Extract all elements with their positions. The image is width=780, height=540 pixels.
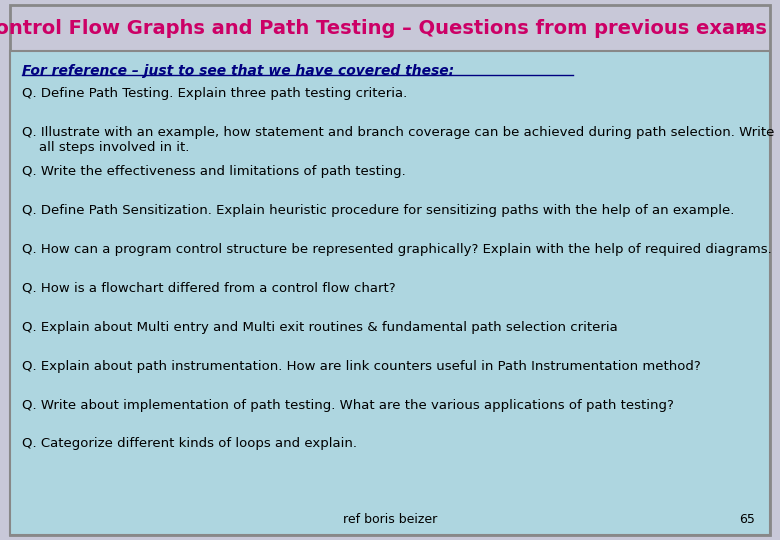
Text: ref boris beizer: ref boris beizer	[343, 513, 437, 526]
Text: Q. Categorize different kinds of loops and explain.: Q. Categorize different kinds of loops a…	[22, 437, 356, 450]
Text: Q. How is a flowchart differed from a control flow chart?: Q. How is a flowchart differed from a co…	[22, 282, 395, 295]
Text: U2: U2	[736, 22, 755, 35]
Text: For reference – just to see that we have covered these:: For reference – just to see that we have…	[22, 64, 454, 78]
Text: Q. Explain about Multi entry and Multi exit routines & fundamental path selectio: Q. Explain about Multi entry and Multi e…	[22, 321, 618, 334]
Text: 65: 65	[739, 513, 755, 526]
Text: Control Flow Graphs and Path Testing – Questions from previous exams: Control Flow Graphs and Path Testing – Q…	[0, 19, 768, 38]
Text: Q. Define Path Sensitization. Explain heuristic procedure for sensitizing paths : Q. Define Path Sensitization. Explain he…	[22, 204, 734, 217]
Text: Q. Write the effectiveness and limitations of path testing.: Q. Write the effectiveness and limitatio…	[22, 165, 406, 178]
Text: Q. Define Path Testing. Explain three path testing criteria.: Q. Define Path Testing. Explain three pa…	[22, 87, 407, 100]
Text: Q. Write about implementation of path testing. What are the various applications: Q. Write about implementation of path te…	[22, 399, 674, 411]
Text: Q. Illustrate with an example, how statement and branch coverage can be achieved: Q. Illustrate with an example, how state…	[22, 126, 775, 154]
Text: Q. How can a program control structure be represented graphically? Explain with : Q. How can a program control structure b…	[22, 243, 771, 256]
Text: Q. Explain about path instrumentation. How are link counters useful in Path Inst: Q. Explain about path instrumentation. H…	[22, 360, 700, 373]
